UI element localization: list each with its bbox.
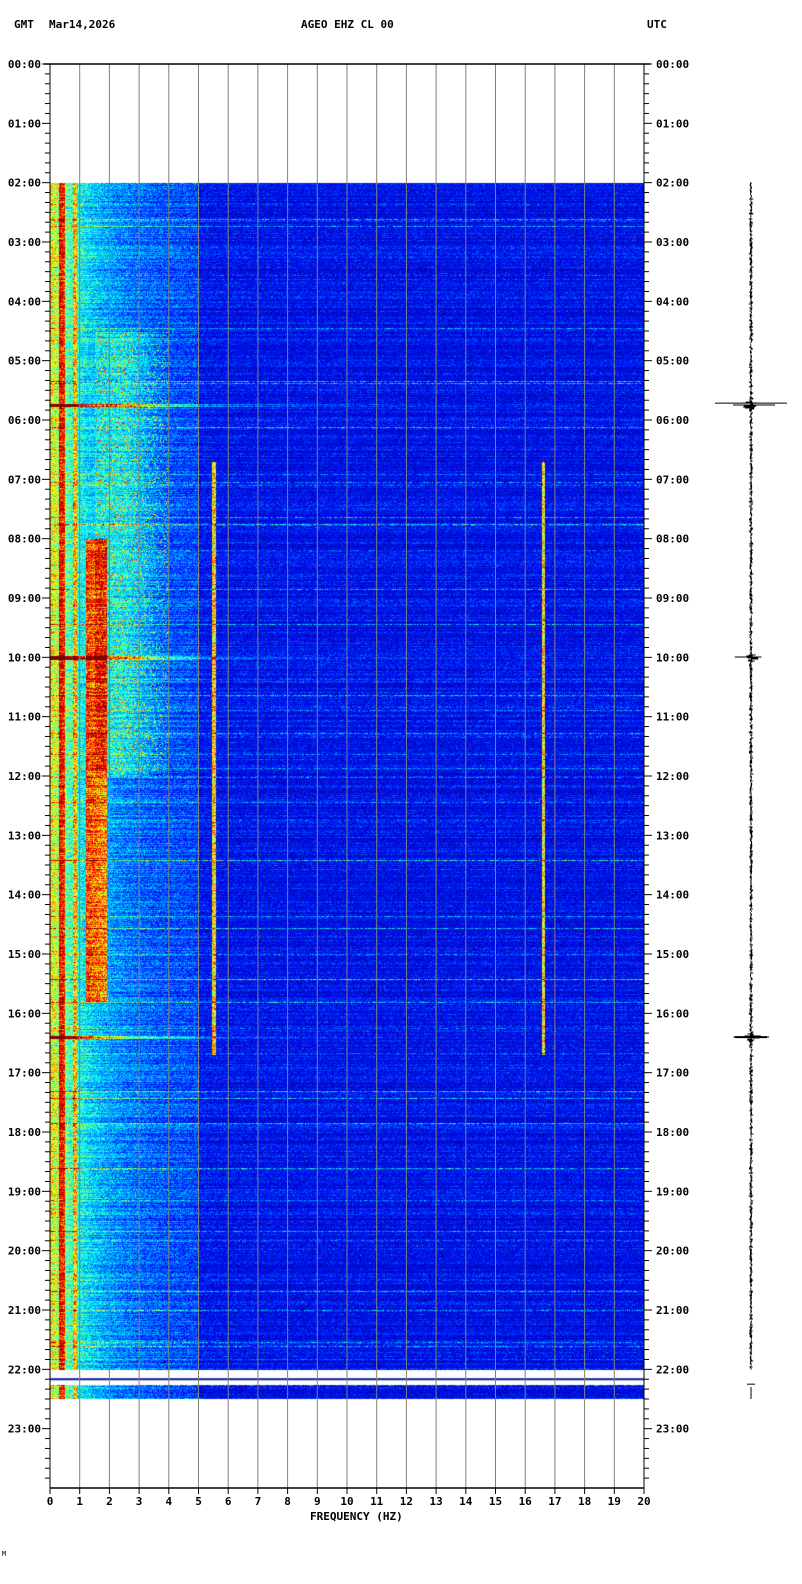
y-tick-label-left: 01:00	[8, 117, 41, 130]
x-tick-label: 9	[314, 1495, 321, 1508]
y-tick-label-right: 12:00	[656, 770, 689, 783]
y-tick-label-right: 06:00	[656, 414, 689, 427]
y-tick-label-right: 05:00	[656, 355, 689, 368]
y-tick-label-right: 20:00	[656, 1245, 689, 1258]
y-tick-label-left: 18:00	[8, 1126, 41, 1139]
x-tick-label: 2	[106, 1495, 113, 1508]
y-tick-label-right: 13:00	[656, 829, 689, 842]
y-tick-label-right: 09:00	[656, 592, 689, 605]
x-tick-label: 15	[489, 1495, 502, 1508]
x-tick-label: 12	[400, 1495, 413, 1508]
x-tick-label: 20	[637, 1495, 650, 1508]
x-tick-label: 19	[608, 1495, 621, 1508]
x-tick-label: 1	[76, 1495, 83, 1508]
y-tick-label-right: 01:00	[656, 117, 689, 130]
x-tick-label: 16	[519, 1495, 533, 1508]
y-tick-label-left: 08:00	[8, 533, 41, 546]
y-tick-label-left: 05:00	[8, 355, 41, 368]
y-tick-label-right: 07:00	[656, 473, 689, 486]
x-tick-label: 3	[136, 1495, 143, 1508]
station-title: AGEO EHZ CL 00	[301, 18, 394, 31]
seismogram-trace	[733, 182, 776, 1370]
x-tick-label: 0	[47, 1495, 54, 1508]
y-tick-label-right: 03:00	[656, 236, 689, 249]
x-tick-label: 8	[284, 1495, 291, 1508]
timezone-left: GMT	[14, 18, 34, 31]
y-tick-label-left: 09:00	[8, 592, 41, 605]
y-tick-label-right: 23:00	[656, 1423, 689, 1436]
y-tick-label-right: 00:00	[656, 58, 689, 71]
y-tick-label-right: 08:00	[656, 533, 689, 546]
date-label: Mar14,2026	[49, 18, 116, 31]
y-tick-label-right: 18:00	[656, 1126, 689, 1139]
y-tick-label-right: 10:00	[656, 651, 689, 664]
y-tick-label-left: 22:00	[8, 1363, 41, 1376]
y-tick-label-right: 15:00	[656, 948, 689, 961]
y-tick-label-left: 04:00	[8, 295, 41, 308]
x-tick-label: 13	[429, 1495, 442, 1508]
y-tick-label-left: 21:00	[8, 1304, 41, 1317]
y-tick-label-right: 11:00	[656, 711, 689, 724]
y-tick-label-left: 16:00	[8, 1007, 41, 1020]
y-tick-label-left: 13:00	[8, 829, 41, 842]
y-tick-label-left: 14:00	[8, 889, 41, 902]
x-tick-label: 11	[370, 1495, 384, 1508]
y-tick-label-right: 21:00	[656, 1304, 689, 1317]
x-axis-label: FREQUENCY (HZ)	[310, 1510, 403, 1523]
y-tick-label-right: 04:00	[656, 295, 689, 308]
y-tick-label-left: 19:00	[8, 1185, 41, 1198]
y-tick-label-left: 12:00	[8, 770, 41, 783]
y-tick-label-left: 17:00	[8, 1067, 41, 1080]
y-tick-label-left: 11:00	[8, 711, 41, 724]
y-tick-label-left: 10:00	[8, 651, 41, 664]
x-tick-label: 10	[340, 1495, 353, 1508]
y-tick-label-left: 02:00	[8, 177, 41, 190]
x-tick-label: 18	[578, 1495, 591, 1508]
x-tick-label: 5	[195, 1495, 202, 1508]
x-tick-label: 17	[548, 1495, 561, 1508]
y-tick-label-left: 07:00	[8, 473, 41, 486]
y-tick-label-right: 22:00	[656, 1363, 689, 1376]
y-tick-label-right: 19:00	[656, 1185, 689, 1198]
y-tick-label-left: 06:00	[8, 414, 41, 427]
x-tick-label: 7	[255, 1495, 262, 1508]
y-tick-label-left: 00:00	[8, 58, 41, 71]
x-tick-label: 14	[459, 1495, 473, 1508]
y-tick-label-left: 23:00	[8, 1423, 41, 1436]
y-tick-label-right: 02:00	[656, 177, 689, 190]
y-tick-label-left: 03:00	[8, 236, 41, 249]
x-tick-label: 4	[165, 1495, 172, 1508]
y-tick-label-right: 14:00	[656, 889, 689, 902]
y-tick-label-right: 17:00	[656, 1067, 689, 1080]
timezone-right: UTC	[647, 18, 667, 31]
footer-mark: M	[2, 1550, 7, 1558]
y-tick-label-left: 15:00	[8, 948, 41, 961]
y-tick-label-left: 20:00	[8, 1245, 41, 1258]
y-tick-label-right: 16:00	[656, 1007, 689, 1020]
x-tick-label: 6	[225, 1495, 232, 1508]
